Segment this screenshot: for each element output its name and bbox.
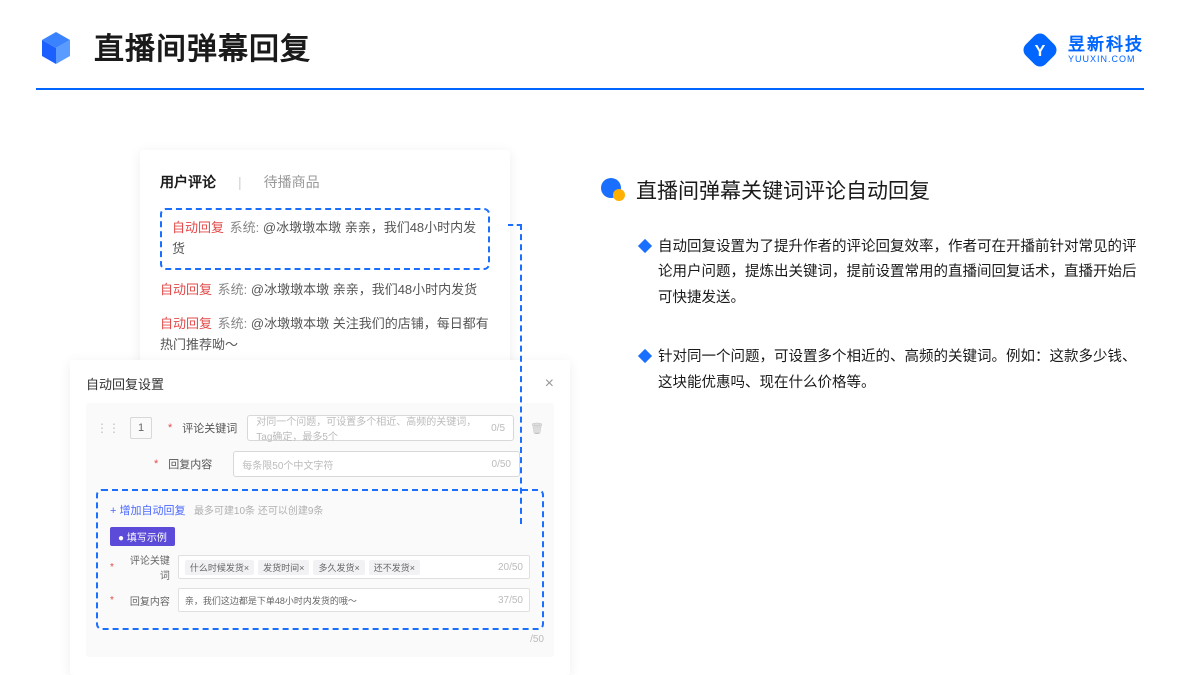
outer-counter: /50 (96, 634, 544, 645)
example-badge: ● 填写示例 (110, 527, 175, 546)
tab-comments[interactable]: 用户评论 (160, 172, 216, 192)
comment-row: 自动回复 系统: @冰墩墩本墩 亲亲，我们48小时内发货 (160, 280, 490, 301)
right-column: 直播间弹幕关键词评论自动回复 自动回复设置为了提升作者的评论回复效率，作者可在开… (600, 175, 1140, 430)
logo-en: YUUXIN.COM (1068, 55, 1144, 64)
counter: 37/50 (498, 595, 523, 606)
auto-reply-tag: 自动回复 (160, 316, 212, 331)
keyword-chip[interactable]: 发货时间× (258, 560, 309, 575)
comment-row: 自动回复 系统: @冰墩墩本墩 亲亲，我们48小时内发货 (172, 218, 478, 260)
form-row-reply: * 回复内容 每条限50个中文字符 0/50 (96, 451, 544, 477)
bullet-item: 自动回复设置为了提升作者的评论回复效率，作者可在开播前针对常见的评论用户问题，提… (600, 235, 1140, 311)
ex-keyword-input[interactable]: 什么时候发货× 发货时间× 多久发货× 还不发货× 20/50 (178, 555, 530, 579)
required-star: * (154, 458, 158, 470)
subheading-title: 直播间弹幕关键词评论自动回复 (636, 175, 930, 205)
ex-reply-input[interactable]: 亲，我们这边都是下单48小时内发货的哦～ 37/50 (178, 588, 530, 612)
required-star: * (168, 422, 172, 434)
form-row-keyword: ⋮⋮ 1 * 评论关键词 对同一个问题，可设置多个相近、高频的关键词，Tag确定… (96, 415, 544, 441)
logo-cn: 昱新科技 (1068, 36, 1144, 53)
logo: Y 昱新科技 YUUXIN.COM (1022, 32, 1144, 68)
logo-icon: Y (1022, 32, 1058, 68)
counter: 20/50 (498, 562, 523, 573)
modal-title: 自动回复设置 (86, 374, 164, 393)
required-star: * (110, 595, 114, 606)
field-label-keyword: 评论关键词 (182, 420, 237, 436)
close-icon[interactable]: × (545, 375, 554, 393)
connector-line (508, 224, 522, 226)
required-star: * (110, 562, 114, 573)
ex-label-reply: 回复内容 (122, 593, 170, 608)
chat-bubble-icon (600, 177, 626, 203)
example-row-reply: * 回复内容 亲，我们这边都是下单48小时内发货的哦～ 37/50 (110, 588, 530, 612)
subheading-row: 直播间弹幕关键词评论自动回复 (600, 175, 1140, 205)
diamond-bullet-icon (638, 239, 652, 253)
field-label-reply: 回复内容 (168, 456, 223, 472)
svg-text:Y: Y (1035, 43, 1046, 60)
bullet-text: 针对同一个问题，可设置多个相近的、高频的关键词。例如：这款多少钱、这块能优惠吗、… (658, 345, 1140, 396)
example-row-keyword: * 评论关键词 什么时候发货× 发货时间× 多久发货× 还不发货× 20/50 (110, 552, 530, 582)
placeholder-text: 对同一个问题，可设置多个相近、高频的关键词，Tag确定，最多5个 (256, 413, 491, 443)
ex-label-keyword: 评论关键词 (122, 552, 170, 582)
mock-area: 用户评论 | 待播商品 自动回复 系统: @冰墩墩本墩 亲亲，我们48小时内发货… (70, 150, 570, 640)
keyword-input[interactable]: 对同一个问题，可设置多个相近、高频的关键词，Tag确定，最多5个 0/5 (247, 415, 514, 441)
keyword-chip[interactable]: 多久发货× (313, 560, 364, 575)
counter: 0/50 (492, 459, 511, 470)
add-row: + 增加自动回复 最多可建10条 还可以创建9条 (110, 501, 530, 519)
cube-icon (36, 28, 76, 68)
sequence-number: 1 (130, 417, 152, 439)
placeholder-text: 每条限50个中文字符 (242, 457, 333, 472)
system-label: 系统: (218, 316, 248, 331)
diamond-bullet-icon (638, 349, 652, 363)
keyword-chip[interactable]: 什么时候发货× (185, 560, 254, 575)
trash-icon[interactable]: 🗑 (530, 422, 544, 435)
keyword-chip[interactable]: 还不发货× (369, 560, 420, 575)
comment-text: @冰墩墩本墩 亲亲，我们48小时内发货 (251, 282, 477, 297)
page-title: 直播间弹幕回复 (94, 24, 311, 68)
system-label: 系统: (218, 282, 248, 297)
tab-products[interactable]: 待播商品 (264, 172, 320, 192)
bullet-text: 自动回复设置为了提升作者的评论回复效率，作者可在开播前针对常见的评论用户问题，提… (658, 235, 1140, 311)
highlight-example-box: + 增加自动回复 最多可建10条 还可以创建9条 ● 填写示例 * 评论关键词 … (96, 489, 544, 630)
connector-line (520, 224, 522, 524)
bullet-item: 针对同一个问题，可设置多个相近的、高频的关键词。例如：这款多少钱、这块能优惠吗、… (600, 345, 1140, 396)
form-area: ⋮⋮ 1 * 评论关键词 对同一个问题，可设置多个相近、高频的关键词，Tag确定… (86, 403, 554, 657)
header: 直播间弹幕回复 Y 昱新科技 YUUXIN.COM (36, 24, 1144, 84)
highlight-comment-box: 自动回复 系统: @冰墩墩本墩 亲亲，我们48小时内发货 (160, 208, 490, 270)
counter: 0/5 (491, 423, 505, 434)
header-divider (36, 88, 1144, 90)
modal-header: 自动回复设置 × (86, 374, 554, 403)
reply-input[interactable]: 每条限50个中文字符 0/50 (233, 451, 520, 477)
auto-reply-tag: 自动回复 (160, 282, 212, 297)
ex-reply-text: 亲，我们这边都是下单48小时内发货的哦～ (185, 594, 357, 607)
auto-reply-tag: 自动回复 (172, 220, 224, 235)
comments-card: 用户评论 | 待播商品 自动回复 系统: @冰墩墩本墩 亲亲，我们48小时内发货… (140, 150, 510, 388)
settings-card: 自动回复设置 × ⋮⋮ 1 * 评论关键词 对同一个问题，可设置多个相近、高频的… (70, 360, 570, 675)
drag-handle-icon[interactable]: ⋮⋮ (96, 421, 120, 435)
comment-row: 自动回复 系统: @冰墩墩本墩 关注我们的店铺，每日都有热门推荐呦～ (160, 314, 490, 356)
system-label: 系统: (230, 220, 260, 235)
add-hint: 最多可建10条 还可以创建9条 (194, 506, 323, 517)
add-auto-reply-link[interactable]: + 增加自动回复 (110, 505, 185, 517)
tabs: 用户评论 | 待播商品 (160, 172, 490, 192)
tab-separator: | (238, 174, 242, 190)
